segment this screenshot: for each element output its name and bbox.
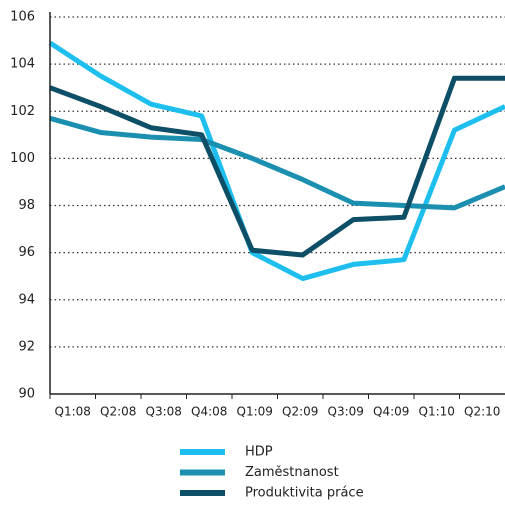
legend-label: Produktivita práce <box>245 486 364 501</box>
x-tick-label: Q1:09 <box>237 405 273 419</box>
x-tick-label: Q3:09 <box>328 405 364 419</box>
y-tick-label: 98 <box>18 198 35 213</box>
x-tick-label: Q1:08 <box>55 405 91 419</box>
y-tick-label: 94 <box>18 292 35 307</box>
legend-swatch <box>180 449 225 455</box>
y-tick-label: 92 <box>18 339 35 354</box>
y-tick-label: 90 <box>18 387 35 402</box>
y-tick-label: 96 <box>18 245 35 260</box>
x-tick-label: Q4:09 <box>373 405 409 419</box>
legend-label: HDP <box>245 445 273 460</box>
series-line <box>49 75 505 258</box>
x-tick-label: Q1:10 <box>419 405 455 419</box>
legend-swatch <box>180 469 225 476</box>
series-line <box>48 40 505 282</box>
x-tick-label: Q3:08 <box>146 405 182 419</box>
legend-swatch <box>180 490 225 496</box>
y-tick-label: 106 <box>10 10 35 25</box>
y-tick-label: 104 <box>10 57 35 72</box>
x-axis: Q1:08 Q2:08 Q3:08 Q4:08 Q1:09 Q2:09 Q3:09 Q4:09… <box>55 405 501 419</box>
x-tick-label: Q2:10 <box>464 405 500 419</box>
x-tick-label: Q2:09 <box>282 405 318 419</box>
legend-label: Zaměstnanost <box>245 465 339 480</box>
x-tick-label: Q4:08 <box>191 405 227 419</box>
y-tick-label: 100 <box>10 151 35 166</box>
y-tick-label: 102 <box>10 104 35 119</box>
x-tick-label: Q2:08 <box>100 405 136 419</box>
series-line <box>49 115 505 211</box>
